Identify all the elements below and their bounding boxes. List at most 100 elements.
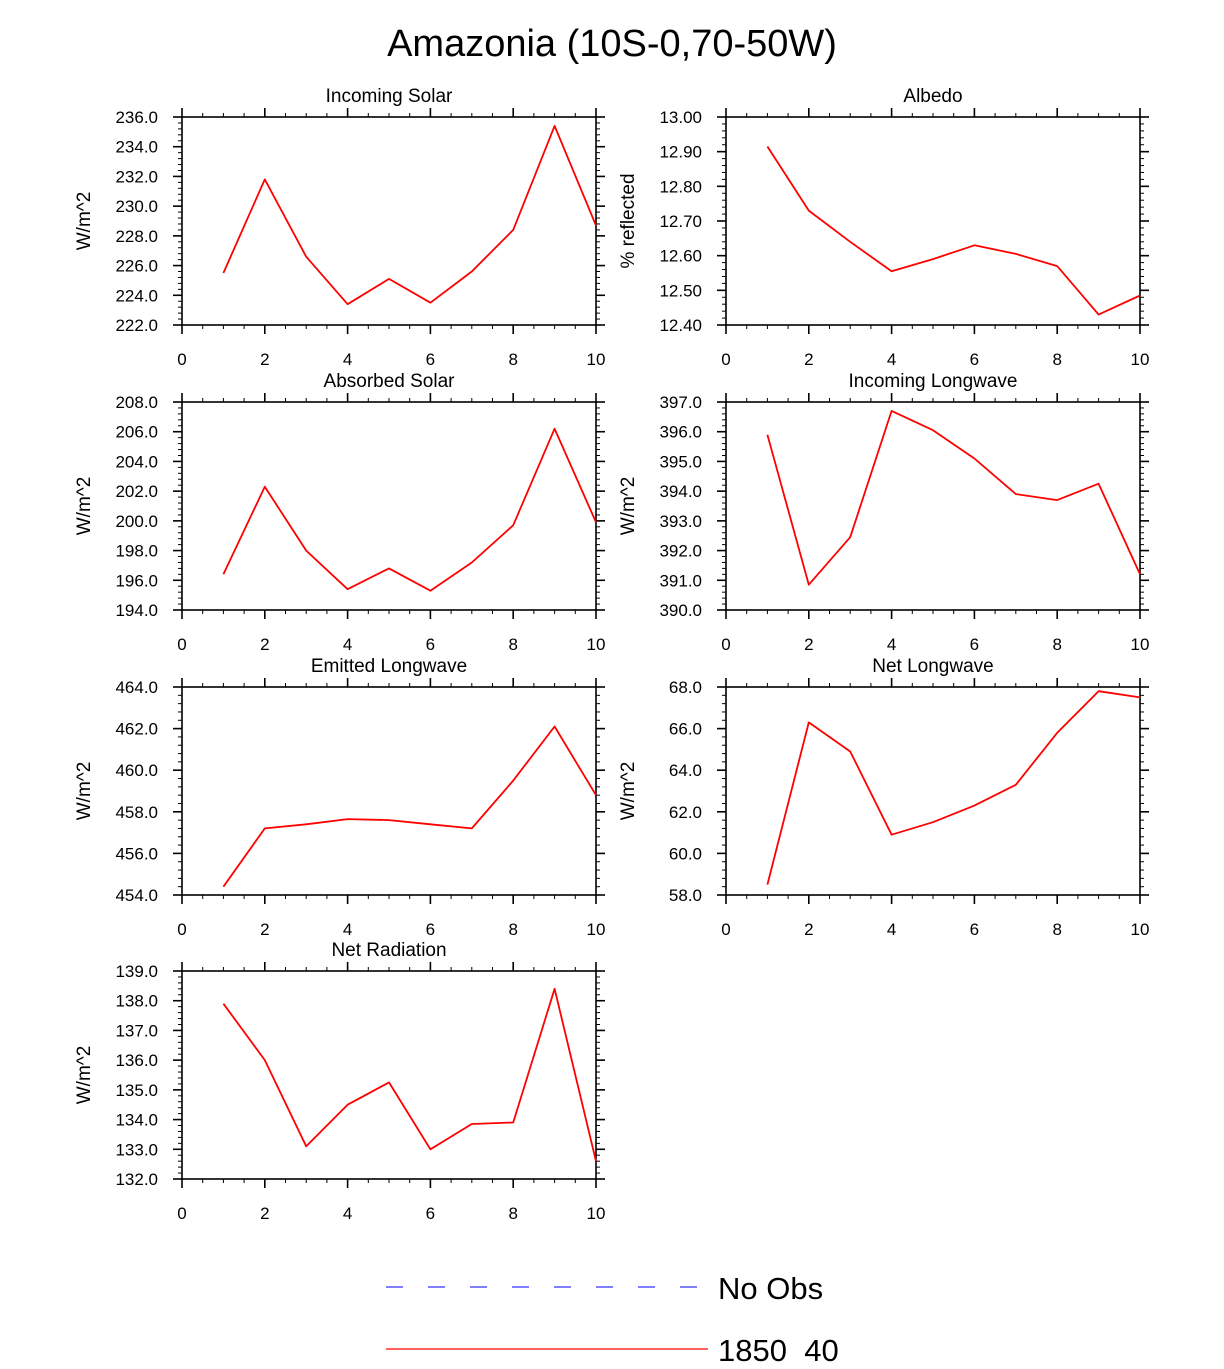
panels: Incoming Solar W/m^2 0 2 4 6 8 10 222.0 224.0 226.… [74,86,1149,1223]
incoming-solar-ytick-label: 230.0 [115,197,158,216]
emitted-longwave-xtick-label: 6 [426,920,435,939]
figure-title: Amazonia (10S-0,70-50W) [387,23,837,65]
incoming-solar-xtick-label: 4 [343,350,352,369]
net-longwave-title: Net Longwave [872,656,993,677]
net-longwave-ytick-label: 60.0 [669,844,702,863]
net-radiation-xtick-label: 10 [587,1204,606,1223]
incoming-solar-ytick-label: 232.0 [115,167,158,186]
emitted-longwave-xtick-label: 4 [343,920,352,939]
incoming-solar-series-1850-40 [223,126,596,304]
absorbed-solar-ytick-label: 208.0 [115,393,158,412]
net-radiation-ytick-label: 132.0 [115,1170,158,1189]
net-radiation-ytick-label: 137.0 [115,1021,158,1040]
albedo-ytick-label: 12.40 [659,316,702,335]
incoming-longwave-xtick-label: 10 [1131,635,1150,654]
incoming-longwave-ytick-label: 394.0 [659,482,702,501]
net-radiation-plot-frame [182,971,596,1179]
net-longwave-ylabel: W/m^2 [618,762,639,821]
net-radiation-xtick-label: 2 [260,1204,269,1223]
absorbed-solar-xtick-label: 8 [508,635,517,654]
incoming-solar-xtick-label: 6 [426,350,435,369]
incoming-longwave-xtick-label: 8 [1052,635,1061,654]
albedo-xtick-label: 4 [887,350,896,369]
net-longwave-xtick-label: 4 [887,920,896,939]
incoming-longwave-plot-frame [726,402,1140,610]
net-radiation-ylabel: W/m^2 [74,1046,95,1105]
net-radiation-xtick-label: 8 [508,1204,517,1223]
incoming-solar-plot-frame [182,117,596,325]
emitted-longwave-series-1850-40 [223,727,596,887]
incoming-longwave-series-1850-40 [767,411,1140,585]
incoming-longwave-title: Incoming Longwave [849,371,1018,392]
incoming-longwave-xtick-label: 4 [887,635,896,654]
net-longwave-ytick-label: 58.0 [669,886,702,905]
absorbed-solar-ytick-label: 202.0 [115,482,158,501]
net-longwave-ytick-label: 68.0 [669,678,702,697]
emitted-longwave-xtick-label: 2 [260,920,269,939]
net-longwave-plot-frame [726,687,1140,895]
incoming-solar-xtick-label: 10 [587,350,606,369]
albedo-series-1850-40 [767,147,1140,315]
incoming-longwave-ytick-label: 397.0 [659,393,702,412]
albedo-xtick-label: 2 [804,350,813,369]
incoming-solar-xtick-label: 8 [508,350,517,369]
emitted-longwave-ytick-label: 458.0 [115,803,158,822]
albedo-xtick-label: 6 [970,350,979,369]
incoming-solar-ytick-label: 226.0 [115,257,158,276]
legend: No Obs 1850_40 [386,1271,839,1364]
incoming-longwave-ylabel: W/m^2 [618,477,639,536]
albedo-ylabel: % reflected [618,173,639,268]
albedo-xtick-label: 10 [1131,350,1150,369]
absorbed-solar-ytick-label: 194.0 [115,601,158,620]
emitted-longwave-ytick-label: 462.0 [115,720,158,739]
incoming-longwave-ytick-label: 396.0 [659,423,702,442]
albedo-title: Albedo [903,86,962,107]
absorbed-solar-ytick-label: 198.0 [115,542,158,561]
net-radiation-ytick-label: 136.0 [115,1051,158,1070]
incoming-solar-xtick-label: 0 [177,350,186,369]
emitted-longwave-ytick-label: 454.0 [115,886,158,905]
net-longwave-ytick-label: 64.0 [669,761,702,780]
absorbed-solar-xtick-label: 4 [343,635,352,654]
incoming-solar-ytick-label: 222.0 [115,316,158,335]
albedo-ytick-label: 12.90 [659,143,702,162]
net-longwave-ytick-label: 66.0 [669,720,702,739]
absorbed-solar-title: Absorbed Solar [324,371,456,392]
net-radiation-ytick-label: 133.0 [115,1140,158,1159]
net-longwave-xtick-label: 0 [721,920,730,939]
absorbed-solar-xtick-label: 2 [260,635,269,654]
net-longwave-xtick-label: 2 [804,920,813,939]
albedo-ytick-label: 13.00 [659,108,702,127]
emitted-longwave-ylabel: W/m^2 [74,762,95,821]
absorbed-solar-ytick-label: 206.0 [115,423,158,442]
incoming-solar-title: Incoming Solar [326,86,453,107]
net-radiation-title: Net Radiation [331,940,446,961]
legend-label-1850-40: 1850_40 [718,1333,839,1364]
emitted-longwave-ytick-label: 464.0 [115,678,158,697]
absorbed-solar-xtick-label: 10 [587,635,606,654]
incoming-longwave-ytick-label: 393.0 [659,512,702,531]
absorbed-solar-series-1850-40 [223,429,596,591]
incoming-solar-ytick-label: 228.0 [115,227,158,246]
emitted-longwave-plot-frame [182,687,596,895]
net-radiation-ytick-label: 138.0 [115,992,158,1011]
net-longwave-xtick-label: 6 [970,920,979,939]
net-radiation-ytick-label: 139.0 [115,962,158,981]
incoming-solar-ytick-label: 234.0 [115,138,158,157]
absorbed-solar-ytick-label: 204.0 [115,452,158,471]
emitted-longwave-xtick-label: 10 [587,920,606,939]
albedo-ytick-label: 12.50 [659,281,702,300]
net-longwave-xtick-label: 10 [1131,920,1150,939]
legend-label-no-obs: No Obs [718,1271,823,1306]
incoming-solar-ytick-label: 224.0 [115,286,158,305]
net-radiation-series-1850-40 [223,989,596,1161]
albedo-ytick-label: 12.70 [659,212,702,231]
incoming-longwave-ytick-label: 391.0 [659,571,702,590]
incoming-solar-ylabel: W/m^2 [74,192,95,251]
